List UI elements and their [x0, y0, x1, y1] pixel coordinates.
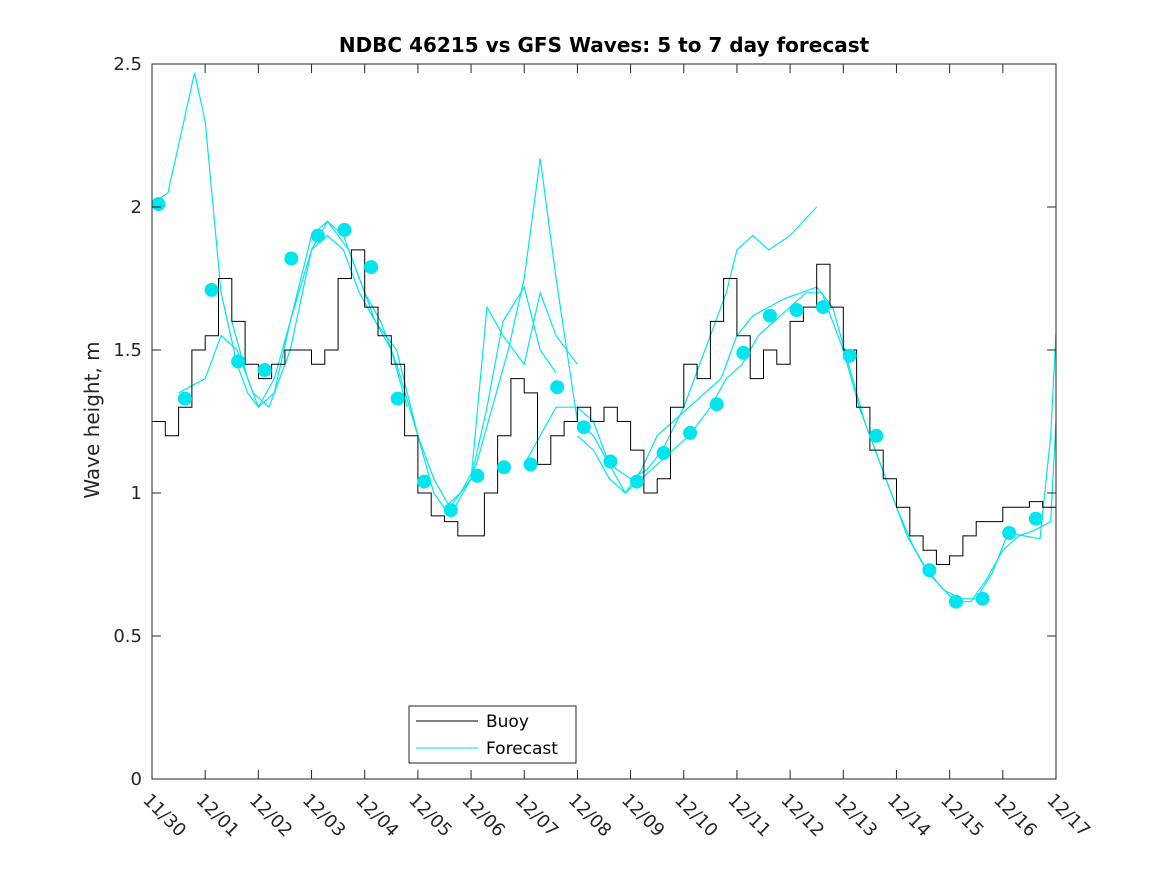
forecast-marker-30: [949, 594, 963, 609]
forecast-marker-4: [231, 354, 246, 369]
forecast-marker-31: [975, 591, 990, 606]
forecast-series-line-4: [444, 158, 818, 508]
y-tick-label: 2: [131, 197, 142, 218]
forecast-marker-33: [1028, 511, 1043, 526]
forecast-marker-21: [683, 425, 698, 440]
forecast-marker-32: [1002, 526, 1017, 540]
forecast-marker-14: [497, 460, 511, 475]
buoy-series-line: [152, 249, 1056, 565]
forecast-marker-22: [709, 397, 724, 412]
forecast-marker-1: [151, 197, 166, 212]
forecast-marker-16: [550, 380, 565, 395]
forecast-series-line-2: [178, 234, 557, 509]
forecast-series-line-5: [523, 292, 1057, 603]
forecast-marker-28: [869, 428, 884, 443]
forecast-series-line-6: [577, 286, 1057, 600]
forecast-marker-9: [364, 260, 379, 275]
forecast-marker-27: [842, 348, 857, 363]
plot-area: [151, 72, 1057, 609]
forecast-marker-25: [789, 303, 804, 317]
forecast-marker-8: [337, 222, 352, 237]
forecast-marker-3: [204, 282, 219, 297]
forecast-marker-11: [417, 474, 432, 489]
legend: Buoy Forecast: [408, 705, 577, 764]
y-tick-label: 0.5: [113, 626, 142, 647]
forecast-marker-24: [762, 308, 777, 323]
y-axis-label: Wave height, m: [80, 341, 104, 498]
legend-buoy-label: Buoy: [486, 712, 529, 732]
forecast-marker-5: [257, 363, 272, 377]
chart-title: NDBC 46215 vs GFS Waves: 5 to 7 day fore…: [339, 33, 870, 57]
forecast-marker-10: [390, 391, 405, 406]
y-tick-label: 1.5: [113, 340, 142, 361]
forecast-marker-18: [603, 454, 618, 469]
forecast-marker-29: [922, 563, 937, 578]
legend-forecast-label: Forecast: [486, 739, 558, 759]
y-tick-label: 0: [131, 769, 142, 790]
forecast-marker-6: [284, 251, 299, 266]
y-tick-label: 2.5: [113, 54, 142, 75]
forecast-marker-12: [443, 503, 458, 518]
plot-frame: [151, 63, 1057, 780]
forecast-marker-23: [736, 345, 751, 360]
forecast-marker-13: [470, 468, 485, 483]
forecast-marker-17: [576, 420, 591, 435]
forecast-marker-7: [310, 228, 325, 243]
forecast-marker-26: [816, 300, 831, 315]
legend-box: [408, 705, 577, 764]
forecast-marker-15: [523, 457, 538, 472]
y-tick-label: 1: [131, 483, 142, 504]
forecast-marker-20: [656, 446, 671, 460]
forecast-marker-19: [630, 474, 644, 489]
forecast-marker-2: [178, 391, 192, 406]
